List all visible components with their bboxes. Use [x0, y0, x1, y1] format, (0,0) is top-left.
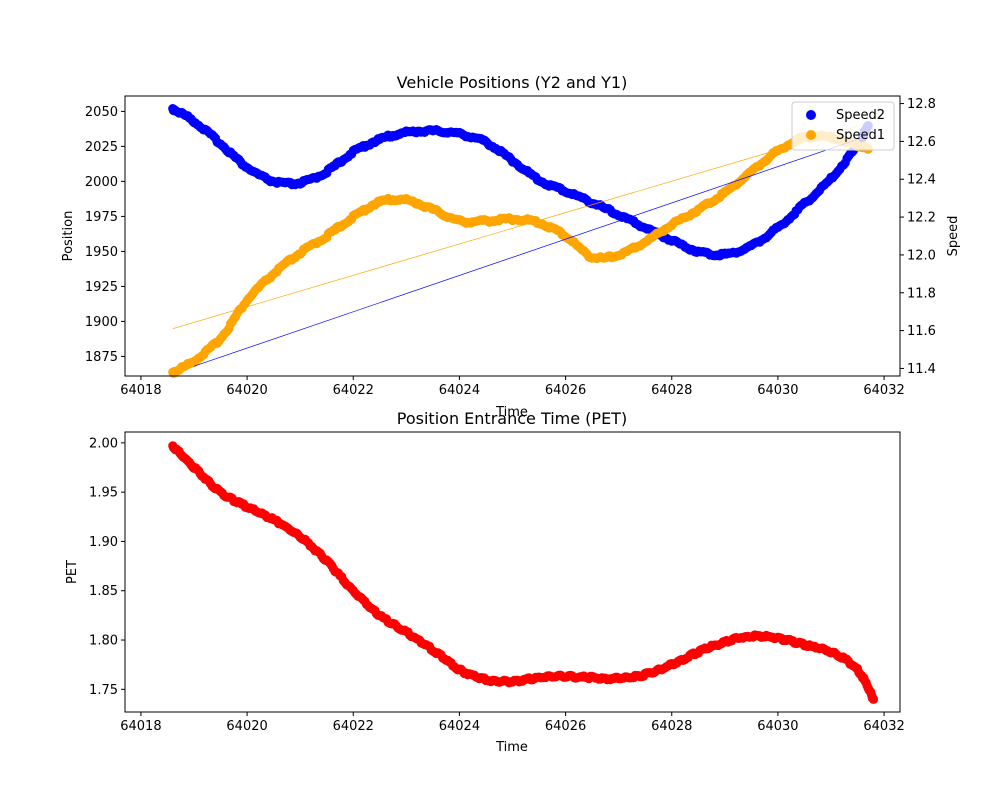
chart2-x-label: Time [495, 740, 528, 755]
chart2-y-tick-label: 1.95 [89, 486, 118, 501]
chart1-y-tick-label: 2050 [85, 105, 118, 120]
legend-label-speed1: Speed1 [836, 128, 885, 143]
chart1-y-tick-label: 1900 [85, 315, 118, 330]
legend-marker-speed1 [806, 130, 816, 140]
chart2-x-tick-label: 64022 [333, 719, 374, 734]
chart1-x-tick-label: 64026 [545, 383, 586, 398]
chart1-title: Vehicle Positions (Y2 and Y1) [397, 73, 628, 92]
chart1-x-tick-label: 64030 [757, 383, 798, 398]
chart1-x-tick-label: 64022 [333, 383, 374, 398]
chart1-y2-tick-label: 11.4 [907, 362, 936, 377]
chart2-y-tick-label: 1.80 [89, 634, 118, 649]
chart1-x-tick-label: 64020 [226, 383, 267, 398]
chart2-y-tick-label: 1.90 [89, 535, 118, 550]
chart1-y2-tick-label: 11.6 [907, 324, 936, 339]
point-pet [868, 694, 879, 704]
chart1-x-label: Time [495, 405, 528, 420]
chart2-x-tick-label: 64032 [863, 719, 904, 734]
chart1-legend: Speed2 Speed1 [791, 101, 895, 151]
legend-label-speed2: Speed2 [836, 108, 885, 123]
chart2-x-tick-label: 64020 [226, 719, 267, 734]
chart1-y-label: Position [61, 211, 76, 262]
trendline-speed2 [193, 139, 858, 367]
chart1-y-tick-label: 1950 [85, 245, 118, 260]
chart2-x-tick-label: 64018 [120, 719, 161, 734]
chart2-y-tick-label: 1.75 [89, 683, 118, 698]
chart1-x-tick-label: 64032 [863, 383, 904, 398]
chart1-y-tick-label: 1975 [85, 210, 118, 225]
chart1-y-tick-label: 1875 [85, 350, 118, 365]
chart1-y-tick-label: 2000 [85, 175, 118, 190]
chart2-x-tick-label: 64030 [757, 719, 798, 734]
pet-chart: Position Entrance Time (PET) 64018 64020 6… [65, 409, 905, 755]
chart1-y-ticks: 1875 1900 1925 1950 1975 2000 2025 2050 [85, 105, 125, 365]
chart1-y2-tick-label: 12.4 [907, 173, 936, 188]
trendline-speed1 [172, 125, 858, 330]
chart1-x-tick-label: 64018 [120, 383, 161, 398]
chart2-y-tick-label: 1.85 [89, 584, 118, 599]
chart2-x-tick-label: 64024 [439, 719, 480, 734]
chart2-plot-frame [124, 431, 901, 713]
chart2-x-tick-label: 64028 [651, 719, 692, 734]
chart1-y-tick-label: 2025 [85, 140, 118, 155]
chart2-x-ticks: 64018 64020 64022 64024 64026 64028 64030 64032 [120, 712, 905, 734]
chart2-marks [168, 441, 879, 704]
chart2-y-tick-label: 2.00 [89, 436, 118, 451]
legend-marker-speed2 [806, 110, 816, 120]
chart1-y2-label: Speed [946, 216, 961, 257]
chart1-y-tick-label: 1925 [85, 280, 118, 295]
legend-frame [791, 101, 895, 151]
chart1-marks [168, 104, 873, 378]
chart1-y2-tick-label: 11.8 [907, 286, 936, 301]
chart2-x-tick-label: 64026 [545, 719, 586, 734]
chart1-x-tick-label: 64028 [651, 383, 692, 398]
chart2-y-ticks: 1.75 1.80 1.85 1.90 1.95 2.00 [89, 436, 125, 698]
chart2-title: Position Entrance Time (PET) [397, 409, 627, 428]
chart1-y2-tick-label: 12.8 [907, 97, 936, 112]
chart2-y-label: PET [65, 560, 80, 584]
chart1-plot-frame [124, 95, 901, 377]
vehicle-positions-chart: Vehicle Positions (Y2 and Y1) 64018 64020… [61, 73, 961, 420]
chart1-y2-tick-label: 12.2 [907, 211, 936, 226]
series-pet [168, 441, 879, 704]
series-speed2 [168, 104, 873, 261]
chart1-y2-tick-label: 12.6 [907, 135, 936, 150]
chart1-y2-ticks: 11.4 11.6 11.8 12.0 12.2 12.4 12.6 12.8 [900, 97, 936, 377]
chart1-x-ticks: 64018 64020 64022 64024 64026 64028 64030 64032 [120, 376, 905, 398]
chart1-x-tick-label: 64024 [439, 383, 480, 398]
chart1-y2-tick-label: 12.0 [907, 248, 936, 263]
